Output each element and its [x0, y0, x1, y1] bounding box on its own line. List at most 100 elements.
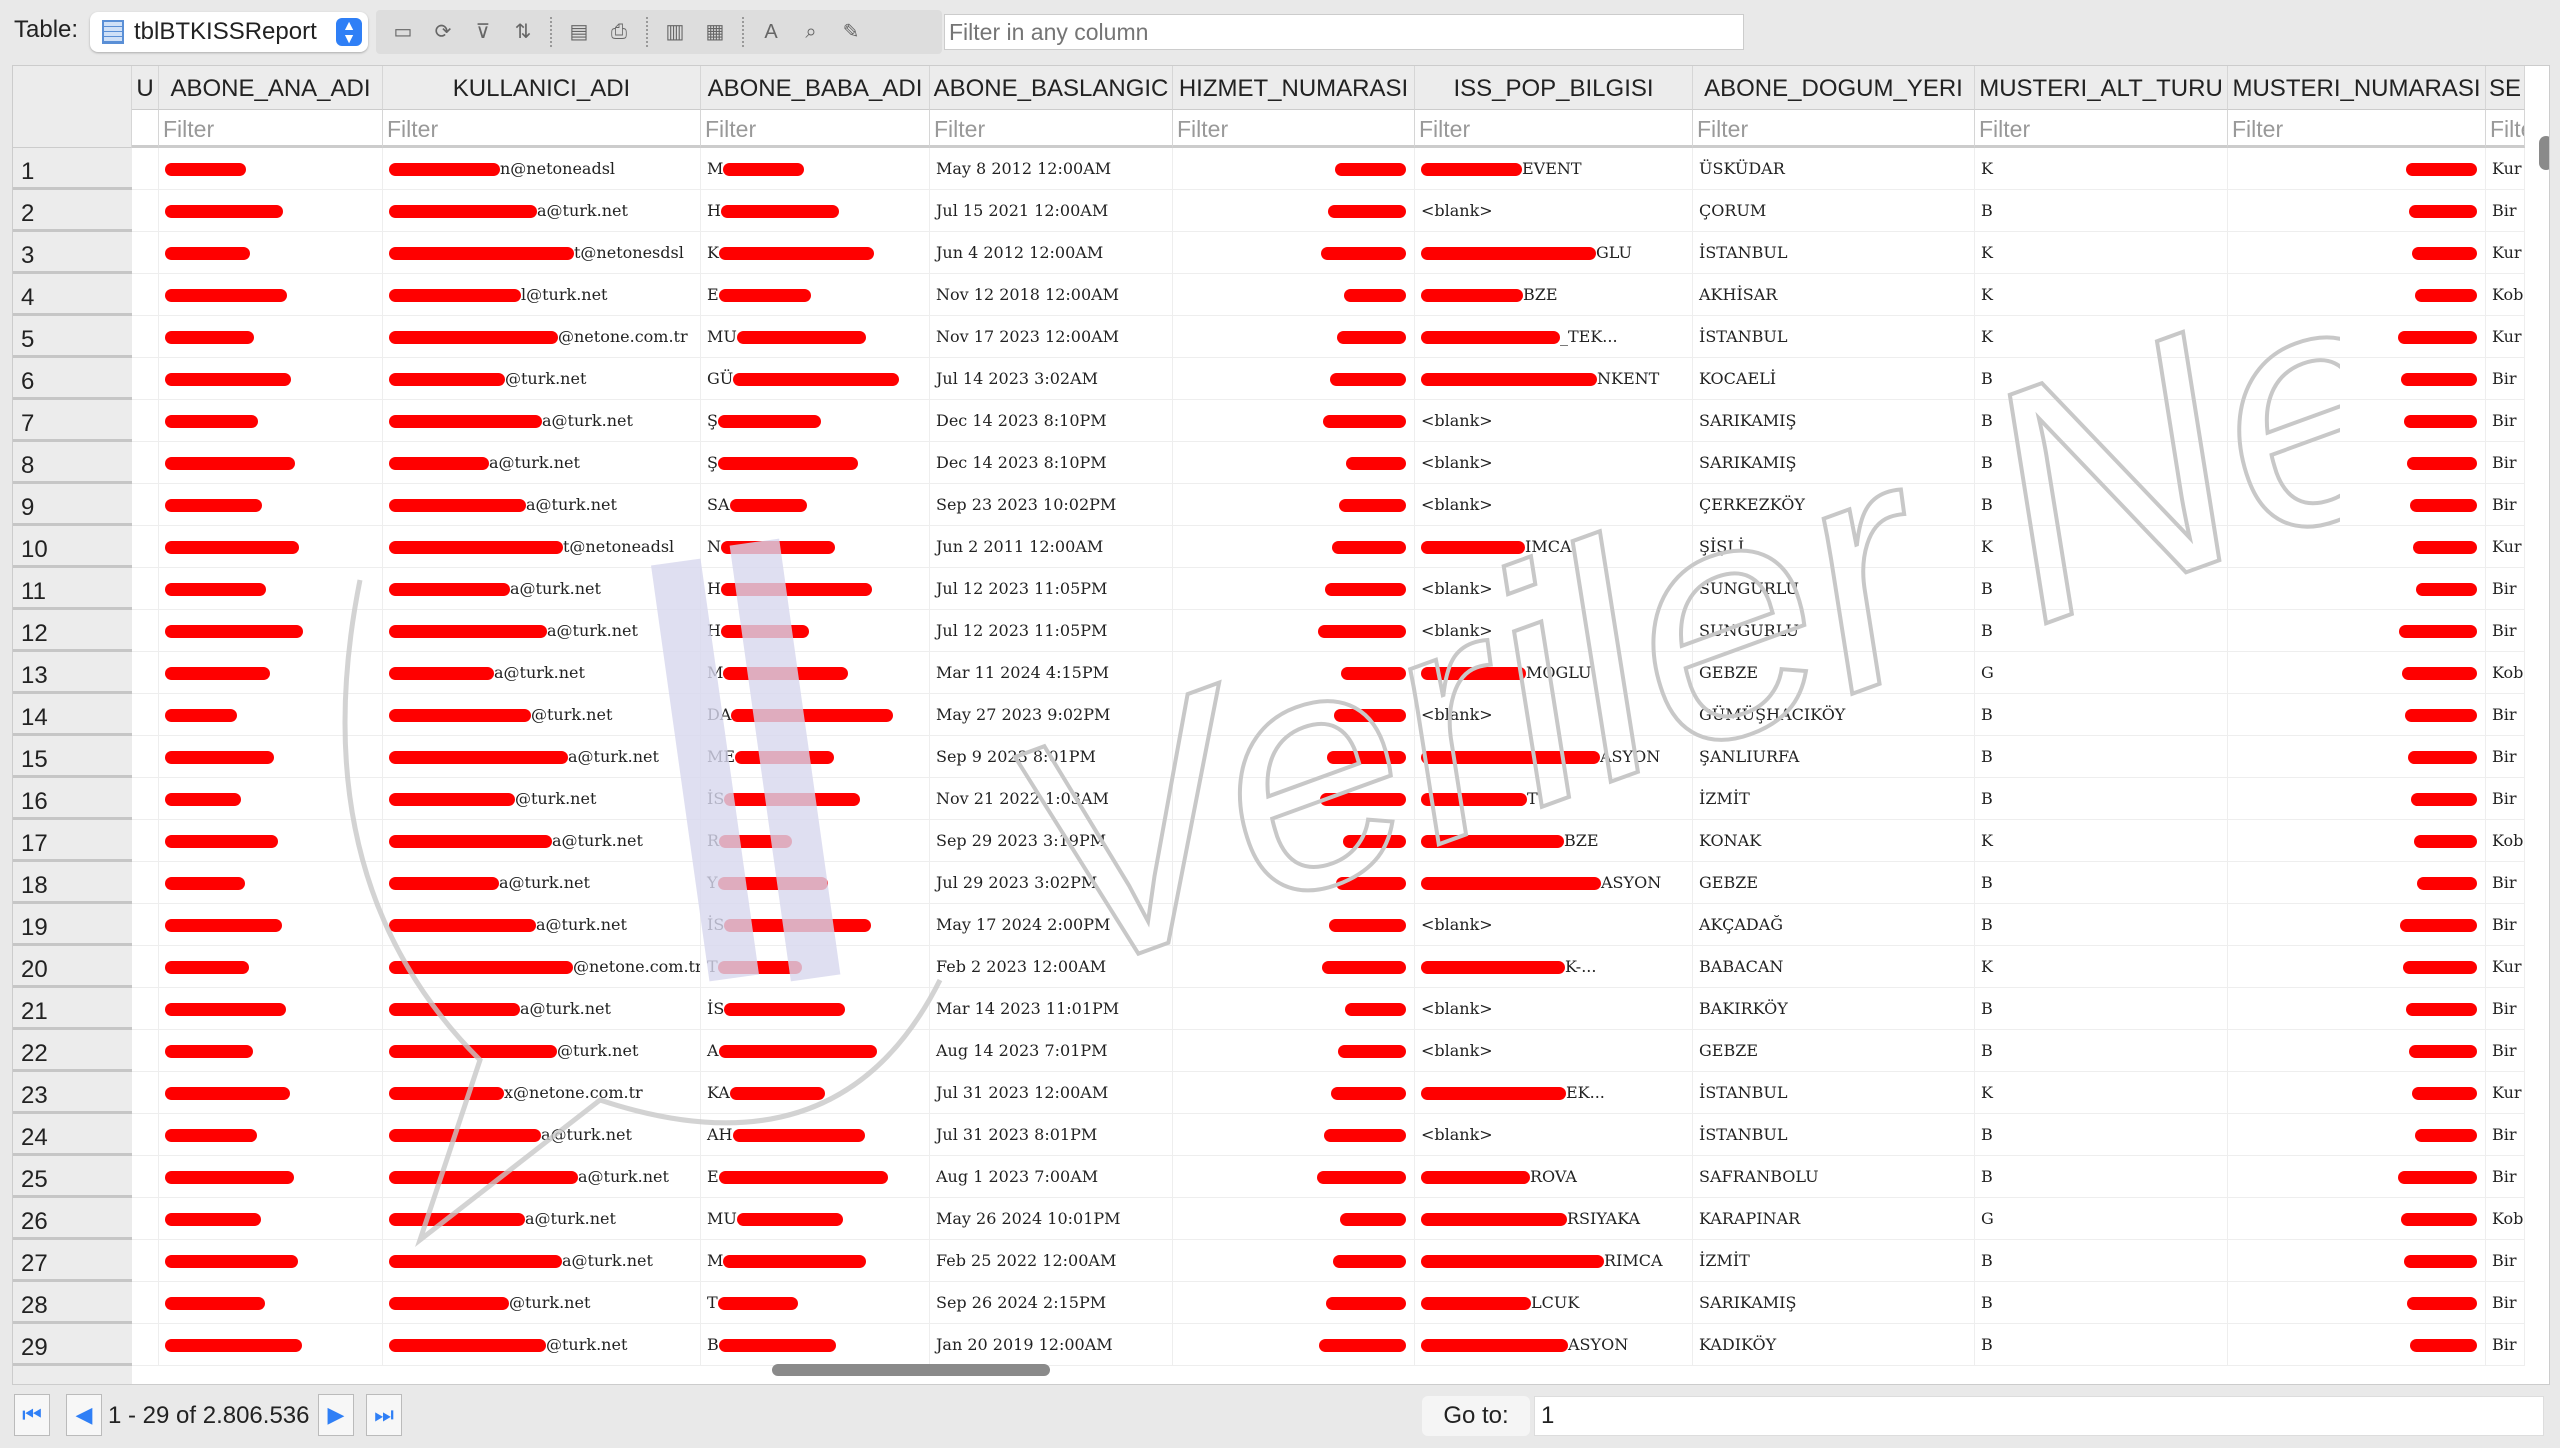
cell-se[interactable]: Kob — [2486, 652, 2525, 694]
cell-abone-baba-adi[interactable]: KA — [701, 1072, 930, 1114]
cell-iss-pop-bilgisi[interactable]: <blank> — [1415, 442, 1693, 484]
cell-musteri-numarasi[interactable] — [2228, 484, 2486, 526]
cell-iss-pop-bilgisi[interactable]: <blank> — [1415, 1114, 1693, 1156]
cell-abone-baslangic[interactable]: Jun 2 2011 12:00AM — [930, 526, 1173, 568]
cell-se[interactable]: Bir — [2486, 568, 2525, 610]
cell-musteri-alt-turu[interactable]: B — [1975, 568, 2228, 610]
cell-se[interactable]: Bir — [2486, 862, 2525, 904]
cell-abone-baba-adi[interactable]: M — [701, 1240, 930, 1282]
cell-se[interactable]: Bir — [2486, 358, 2525, 400]
last-page-button[interactable]: ⏭ — [366, 1394, 402, 1436]
cell-kullanici-adi[interactable]: a@turk.net — [383, 736, 701, 778]
cell-musteri-alt-turu[interactable]: K — [1975, 148, 2228, 190]
cell-se[interactable]: Bir — [2486, 190, 2525, 232]
cell-abone-ana-adi[interactable] — [159, 526, 383, 568]
cell-abone-ana-adi[interactable] — [159, 568, 383, 610]
cell-musteri-alt-turu[interactable]: K — [1975, 526, 2228, 568]
clear-filter-icon[interactable]: ⊽ — [475, 21, 491, 43]
table-row[interactable]: 7 a@turk.net Ş Dec 14 2023 8:10PM <blank> SAR… — [13, 400, 2525, 442]
cell-iss-pop-bilgisi[interactable]: <blank> — [1415, 400, 1693, 442]
cell-hizmet-numarasi[interactable] — [1173, 1240, 1415, 1282]
cell-abone-baba-adi[interactable]: M — [701, 148, 930, 190]
cell-u[interactable] — [132, 988, 159, 1030]
cell-kullanici-adi[interactable]: a@turk.net — [383, 1114, 701, 1156]
cell-se[interactable]: Kur — [2486, 946, 2525, 988]
cell-musteri-alt-turu[interactable]: B — [1975, 904, 2228, 946]
cell-abone-baslangic[interactable]: Jul 14 2023 3:02AM — [930, 358, 1173, 400]
cell-kullanici-adi[interactable]: a@turk.net — [383, 484, 701, 526]
cell-musteri-numarasi[interactable] — [2228, 652, 2486, 694]
cell-abone-dogum-yeri[interactable]: KONAK — [1693, 820, 1975, 862]
cell-se[interactable]: Kur — [2486, 1072, 2525, 1114]
cell-abone-ana-adi[interactable] — [159, 652, 383, 694]
table-row[interactable]: 11 a@turk.net H Jul 12 2023 11:05PM <blank> S… — [13, 568, 2525, 610]
cell-abone-baslangic[interactable]: May 17 2024 2:00PM — [930, 904, 1173, 946]
cell-hizmet-numarasi[interactable] — [1173, 190, 1415, 232]
cell-iss-pop-bilgisi[interactable]: <blank> — [1415, 190, 1693, 232]
cell-se[interactable]: Bir — [2486, 1324, 2525, 1366]
cell-hizmet-numarasi[interactable] — [1173, 736, 1415, 778]
cell-musteri-alt-turu[interactable]: K — [1975, 316, 2228, 358]
column-header-u[interactable]: U — [132, 66, 159, 110]
cell-iss-pop-bilgisi[interactable]: <blank> — [1415, 610, 1693, 652]
cell-abone-ana-adi[interactable] — [159, 442, 383, 484]
cell-u[interactable] — [132, 652, 159, 694]
cell-kullanici-adi[interactable]: n@netoneadsl — [383, 148, 701, 190]
column-filter-kullanici_adi[interactable]: Filter — [383, 110, 701, 148]
sort-icon[interactable]: ⇅ — [514, 21, 532, 43]
table-row[interactable]: 12 a@turk.net H Jul 12 2023 11:05PM <blank> S… — [13, 610, 2525, 652]
cell-se[interactable]: Bir — [2486, 904, 2525, 946]
cell-kullanici-adi[interactable]: a@turk.net — [383, 610, 701, 652]
cell-hizmet-numarasi[interactable] — [1173, 1282, 1415, 1324]
table-row[interactable]: 20 @netone.com.tr T Feb 2 2023 12:00AM K-...… — [13, 946, 2525, 988]
cell-musteri-numarasi[interactable] — [2228, 316, 2486, 358]
cell-musteri-numarasi[interactable] — [2228, 358, 2486, 400]
cell-abone-baba-adi[interactable]: DA — [701, 694, 930, 736]
cell-kullanici-adi[interactable]: a@turk.net — [383, 568, 701, 610]
table-row[interactable]: 22 @turk.net A Aug 14 2023 7:01PM <blank> GEB… — [13, 1030, 2525, 1072]
cell-abone-baba-adi[interactable]: H — [701, 568, 930, 610]
cell-hizmet-numarasi[interactable] — [1173, 232, 1415, 274]
cell-u[interactable] — [132, 610, 159, 652]
cell-musteri-numarasi[interactable] — [2228, 1240, 2486, 1282]
cell-hizmet-numarasi[interactable] — [1173, 526, 1415, 568]
cell-kullanici-adi[interactable]: l@turk.net — [383, 274, 701, 316]
cell-abone-baba-adi[interactable]: A — [701, 1030, 930, 1072]
cell-abone-dogum-yeri[interactable]: BAKIRKÖY — [1693, 988, 1975, 1030]
cell-abone-dogum-yeri[interactable]: BABACAN — [1693, 946, 1975, 988]
cell-abone-ana-adi[interactable] — [159, 232, 383, 274]
table-select[interactable]: tblBTKISSReport ▲ ▼ — [90, 12, 368, 52]
cell-abone-ana-adi[interactable] — [159, 1240, 383, 1282]
cell-u[interactable] — [132, 1240, 159, 1282]
cell-iss-pop-bilgisi[interactable]: <blank> — [1415, 988, 1693, 1030]
table-row[interactable]: 13 a@turk.net M Mar 11 2024 4:15PM MOGLU GEBZ… — [13, 652, 2525, 694]
cell-iss-pop-bilgisi[interactable]: RIMCA — [1415, 1240, 1693, 1282]
cell-abone-ana-adi[interactable] — [159, 946, 383, 988]
cell-abone-baba-adi[interactable]: İS — [701, 904, 930, 946]
cell-iss-pop-bilgisi[interactable]: NKENT — [1415, 358, 1693, 400]
cell-abone-baba-adi[interactable]: SA — [701, 484, 930, 526]
cell-se[interactable]: Kur — [2486, 148, 2525, 190]
column-header-abone_ana_adi[interactable]: ABONE_ANA_ADI — [159, 66, 383, 110]
cell-abone-dogum-yeri[interactable]: ŞİŞLİ — [1693, 526, 1975, 568]
table-row[interactable]: 16 @turk.net İS Nov 21 2022 1:03AM T İZMİT B Bi… — [13, 778, 2525, 820]
cell-se[interactable]: Bir — [2486, 1114, 2525, 1156]
cell-kullanici-adi[interactable]: a@turk.net — [383, 904, 701, 946]
cell-abone-ana-adi[interactable] — [159, 1114, 383, 1156]
cell-musteri-alt-turu[interactable]: B — [1975, 862, 2228, 904]
cell-iss-pop-bilgisi[interactable]: ASYON — [1415, 1324, 1693, 1366]
cell-abone-dogum-yeri[interactable]: GEBZE — [1693, 1030, 1975, 1072]
cell-musteri-alt-turu[interactable]: B — [1975, 694, 2228, 736]
cell-musteri-numarasi[interactable] — [2228, 904, 2486, 946]
cell-abone-baba-adi[interactable]: Ş — [701, 400, 930, 442]
import-icon[interactable]: ▥ — [665, 21, 685, 43]
cell-hizmet-numarasi[interactable] — [1173, 610, 1415, 652]
cell-iss-pop-bilgisi[interactable]: _TEK... — [1415, 316, 1693, 358]
cell-abone-baslangic[interactable]: Sep 23 2023 10:02PM — [930, 484, 1173, 526]
cell-kullanici-adi[interactable]: @netone.com.tr — [383, 946, 701, 988]
first-page-button[interactable]: ⏮ — [14, 1394, 50, 1436]
cell-abone-ana-adi[interactable] — [159, 1198, 383, 1240]
cell-iss-pop-bilgisi[interactable]: IMCA — [1415, 526, 1693, 568]
cell-se[interactable]: Kur — [2486, 526, 2525, 568]
cell-hizmet-numarasi[interactable] — [1173, 988, 1415, 1030]
